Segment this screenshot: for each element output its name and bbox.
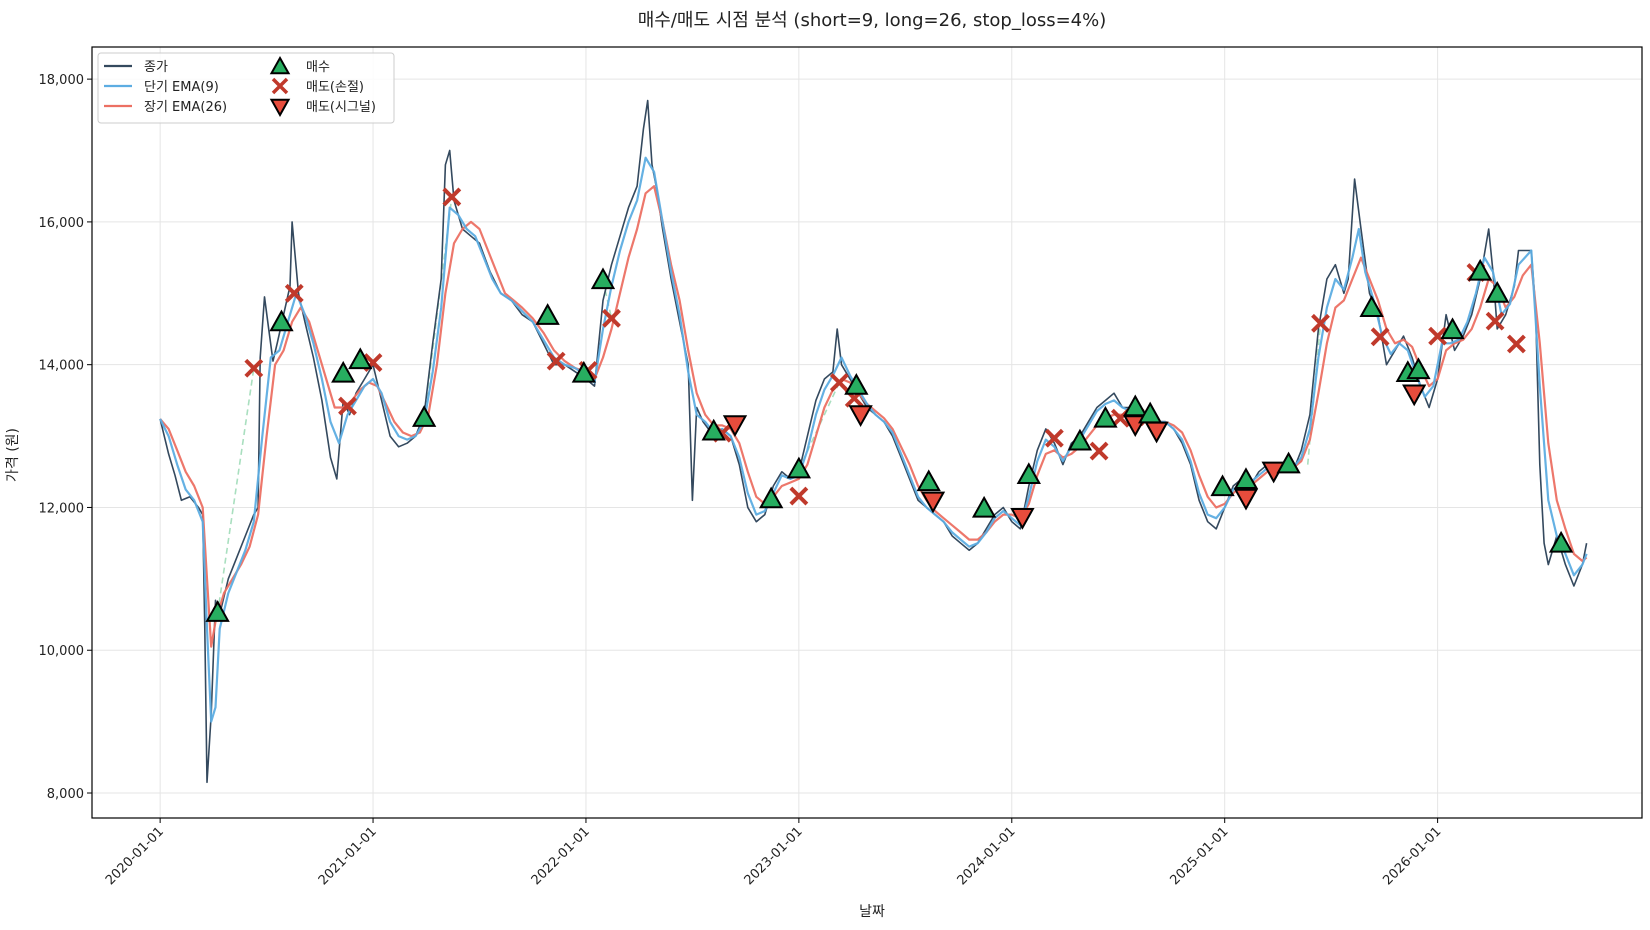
sell-stop-marker <box>1428 326 1448 346</box>
sell-stop-marker <box>338 396 357 416</box>
y-axis-ticks: 8,000 10,000 12,000 14,000 16,000 18,000 <box>39 73 92 802</box>
legend-label: 단기 EMA(9) <box>144 80 219 95</box>
trade-link <box>798 382 841 470</box>
sell-stop-marker <box>1089 441 1109 461</box>
legend-swatch <box>271 77 289 95</box>
buy-marker <box>1468 258 1493 281</box>
chart-title: 매수/매도 시점 분석 (short=9, long=26, stop_loss… <box>638 10 1107 31</box>
sell-stop-marker <box>1485 311 1505 331</box>
buy-marker <box>348 347 373 370</box>
buy-marker <box>786 456 812 479</box>
sell-stop-marker <box>1506 334 1526 354</box>
buy-marker <box>331 360 356 383</box>
buy-marker <box>1548 530 1574 553</box>
y-tick-label: 12,000 <box>39 501 85 516</box>
buy-marker <box>1210 474 1235 497</box>
buy-marker <box>1359 295 1384 317</box>
sell-stop-marker <box>602 308 621 328</box>
legend-label: 매수 <box>306 60 330 75</box>
y-tick-label: 14,000 <box>39 359 85 374</box>
legend-label: 장기 EMA(26) <box>144 100 227 115</box>
legend-label: 종가 <box>144 60 168 75</box>
buy-marker <box>1276 451 1301 474</box>
buy-marker <box>205 600 230 622</box>
y-axis-label: 가격 (원) <box>5 428 21 482</box>
sell-stop-marker <box>284 283 304 303</box>
sell-signal-marker <box>920 491 946 514</box>
buy-marker <box>535 303 560 325</box>
sell-signal-marker <box>1402 384 1427 407</box>
y-tick-label: 18,000 <box>39 73 85 88</box>
buy-marker <box>916 469 941 492</box>
sell-signal-marker <box>1233 488 1259 511</box>
sell-signal-marker <box>1010 508 1035 530</box>
buy-marker <box>759 486 784 509</box>
buy-marker <box>1016 462 1041 485</box>
legend-box <box>97 52 395 124</box>
buy-marker <box>1123 394 1148 417</box>
trade-link <box>602 280 613 319</box>
trade-markers <box>205 187 1574 622</box>
buy-marker <box>1485 280 1510 303</box>
y-tick-label: 16,000 <box>39 216 85 231</box>
buy-marker <box>1440 317 1465 340</box>
x-axis-label: 날짜 <box>859 904 885 920</box>
series-line <box>159 156 1588 723</box>
sell-stop-marker <box>1311 313 1330 333</box>
sell-stop-marker <box>244 358 264 378</box>
y-tick-label: 10,000 <box>39 644 85 659</box>
legend-swatch <box>269 98 291 118</box>
buy-marker <box>269 309 294 332</box>
sell-stop-marker <box>442 187 462 207</box>
buy-marker <box>971 495 997 518</box>
buy-marker <box>1093 405 1118 428</box>
trade-link <box>216 368 255 614</box>
buy-marker <box>844 373 869 395</box>
buy-marker <box>1138 401 1163 424</box>
buy-marker <box>590 267 616 290</box>
legend-label: 매도(손절) <box>306 80 364 95</box>
buy-marker <box>701 418 726 441</box>
sell-stop-marker <box>1370 327 1390 347</box>
sell-signal-marker <box>848 405 873 427</box>
buy-marker <box>1067 428 1093 451</box>
legend-swatch <box>269 55 291 75</box>
buy-marker <box>1406 357 1431 380</box>
buy-marker <box>411 405 437 427</box>
legend-label: 매도(시그널) <box>306 100 376 115</box>
plot-frame <box>91 46 1643 819</box>
sell-signal-marker <box>722 415 748 437</box>
sell-stop-marker <box>829 373 849 392</box>
sell-stop-marker <box>546 351 566 371</box>
sell-stop-marker <box>1044 428 1064 448</box>
buy-marker <box>1233 467 1259 490</box>
y-tick-label: 8,000 <box>47 787 84 802</box>
buy-marker <box>571 360 596 383</box>
sell-stop-marker <box>789 486 809 506</box>
